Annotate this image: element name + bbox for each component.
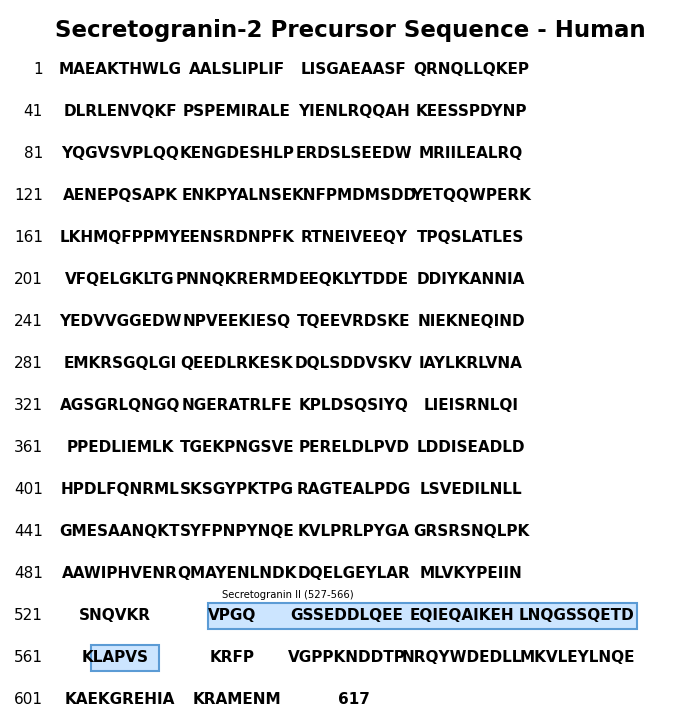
Text: TPQSLATLES: TPQSLATLES — [417, 230, 525, 246]
Text: LISGAEAASF: LISGAEAASF — [301, 63, 407, 78]
Text: 441: 441 — [14, 524, 43, 539]
Text: LKHMQFPPMY: LKHMQFPPMY — [60, 230, 181, 246]
Text: RTNEIVEEQY: RTNEIVEEQY — [300, 230, 407, 246]
Text: SYFPNPYNQE: SYFPNPYNQE — [180, 524, 295, 539]
Text: VFQELGKLTG: VFQELGKLTG — [65, 273, 175, 287]
Text: GMESAANQKT: GMESAANQKT — [60, 524, 181, 539]
Text: 521: 521 — [14, 608, 43, 624]
Text: SNQVKR: SNQVKR — [79, 608, 151, 624]
Text: KRAMENM: KRAMENM — [193, 693, 281, 707]
Text: NRQYWDEDLL: NRQYWDEDLL — [402, 651, 522, 665]
Text: QMAYENLNDK: QMAYENLNDK — [177, 566, 297, 582]
Text: 401: 401 — [14, 483, 43, 497]
Text: DDIYKANNIA: DDIYKANNIA — [416, 273, 525, 287]
Text: 41: 41 — [24, 105, 43, 119]
Text: EMKRSGQLGI: EMKRSGQLGI — [64, 356, 176, 371]
Text: KENGDESHLP: KENGDESHLP — [180, 147, 295, 161]
FancyBboxPatch shape — [91, 645, 159, 671]
Text: KVLPRLPYGA: KVLPRLPYGA — [298, 524, 410, 539]
Text: QEEDLRKESK: QEEDLRKESK — [181, 356, 293, 371]
Text: PERELDLPVD: PERELDLPVD — [298, 441, 410, 456]
Text: KAEKGREHIA: KAEKGREHIA — [65, 693, 175, 707]
Text: MKVLEYLNQE: MKVLEYLNQE — [519, 651, 635, 665]
Text: EQIEQAIKEH: EQIEQAIKEH — [410, 608, 514, 624]
Text: NPVEEKIESQ: NPVEEKIESQ — [183, 315, 291, 329]
Text: LDDISEADLD: LDDISEADLD — [416, 441, 525, 456]
Text: 241: 241 — [14, 315, 43, 329]
Text: KLAPVS: KLAPVS — [81, 651, 148, 665]
Text: KNFPMDMSDD: KNFPMDMSDD — [291, 188, 416, 204]
Text: TQEEVRDSKE: TQEEVRDSKE — [298, 315, 411, 329]
Text: AALSLIPLIF: AALSLIPLIF — [189, 63, 285, 78]
Text: 281: 281 — [14, 356, 43, 371]
Text: 561: 561 — [14, 651, 43, 665]
Text: YIENLRQQAH: YIENLRQQAH — [298, 105, 410, 119]
Text: 81: 81 — [24, 147, 43, 161]
Text: VPGQ: VPGQ — [208, 608, 256, 624]
Text: GRSRSNQLPK: GRSRSNQLPK — [413, 524, 529, 539]
Text: MAEAKTHWLG: MAEAKTHWLG — [59, 63, 181, 78]
Text: 481: 481 — [14, 566, 43, 582]
Text: DQLSDDVSKV: DQLSDDVSKV — [295, 356, 413, 371]
Text: YETQQWPERK: YETQQWPERK — [411, 188, 531, 204]
Text: EEQKLYTDDE: EEQKLYTDDE — [299, 273, 409, 287]
Text: MLVKYPEIIN: MLVKYPEIIN — [419, 566, 522, 582]
Text: NGERATRLFE: NGERATRLFE — [182, 398, 293, 414]
Text: AENEPQSAPK: AENEPQSAPK — [62, 188, 178, 204]
Text: KRFP: KRFP — [209, 651, 255, 665]
Text: Secretogranin-2 Precursor Sequence - Human: Secretogranin-2 Precursor Sequence - Hum… — [55, 20, 645, 42]
Text: SKSGYPKTPG: SKSGYPKTPG — [180, 483, 294, 497]
Text: AAWIPHVENR: AAWIPHVENR — [62, 566, 178, 582]
Text: YQGVSVPLQQ: YQGVSVPLQQ — [61, 147, 179, 161]
Text: TGEKPNGSVE: TGEKPNGSVE — [180, 441, 294, 456]
Text: YEDVVGGEDW: YEDVVGGEDW — [59, 315, 181, 329]
Text: KEESSPDYNP: KEESSPDYNP — [415, 105, 526, 119]
Text: DQELGEYLAR: DQELGEYLAR — [298, 566, 410, 582]
Text: PPEDLIEMLK: PPEDLIEMLK — [66, 441, 174, 456]
Text: LNQGSSQETD: LNQGSSQETD — [519, 608, 635, 624]
Text: RAGTEALPDG: RAGTEALPDG — [297, 483, 411, 497]
Text: ERDSLSEEDW: ERDSLSEEDW — [295, 147, 412, 161]
Text: PSPEMIRALE: PSPEMIRALE — [183, 105, 291, 119]
Text: NIEKNEQIND: NIEKNEQIND — [417, 315, 525, 329]
Text: 321: 321 — [14, 398, 43, 414]
Text: 1: 1 — [34, 63, 43, 78]
Text: 121: 121 — [14, 188, 43, 204]
Text: LSVEDILNLL: LSVEDILNLL — [420, 483, 522, 497]
Text: HPDLFQNRML: HPDLFQNRML — [61, 483, 179, 497]
Text: 201: 201 — [14, 273, 43, 287]
Text: ENKPYALNSE: ENKPYALNSE — [181, 188, 293, 204]
Text: 601: 601 — [14, 693, 43, 707]
Text: EENSRDNPFK: EENSRDNPFK — [180, 230, 295, 246]
FancyBboxPatch shape — [208, 603, 637, 629]
Text: 361: 361 — [14, 441, 43, 456]
Text: IAYLKRLVNA: IAYLKRLVNA — [419, 356, 523, 371]
Text: PNNQKRERMD: PNNQKRERMD — [176, 273, 298, 287]
Text: 617: 617 — [338, 693, 370, 707]
Text: Secretogranin II (527-566): Secretogranin II (527-566) — [222, 590, 354, 600]
Text: QRNQLLQKEP: QRNQLLQKEP — [413, 63, 529, 78]
Text: MRIILEALRQ: MRIILEALRQ — [419, 147, 523, 161]
Text: VGPPKNDDTP: VGPPKNDDTP — [288, 651, 406, 665]
Text: DLRLENVQKF: DLRLENVQKF — [63, 105, 177, 119]
Text: LIEISRNLQI: LIEISRNLQI — [424, 398, 519, 414]
Text: GSSEDDLQEE: GSSEDDLQEE — [290, 608, 403, 624]
Text: KPLDSQSIYQ: KPLDSQSIYQ — [299, 398, 409, 414]
Text: 161: 161 — [14, 230, 43, 246]
Text: AGSGRLQNGQ: AGSGRLQNGQ — [60, 398, 180, 414]
